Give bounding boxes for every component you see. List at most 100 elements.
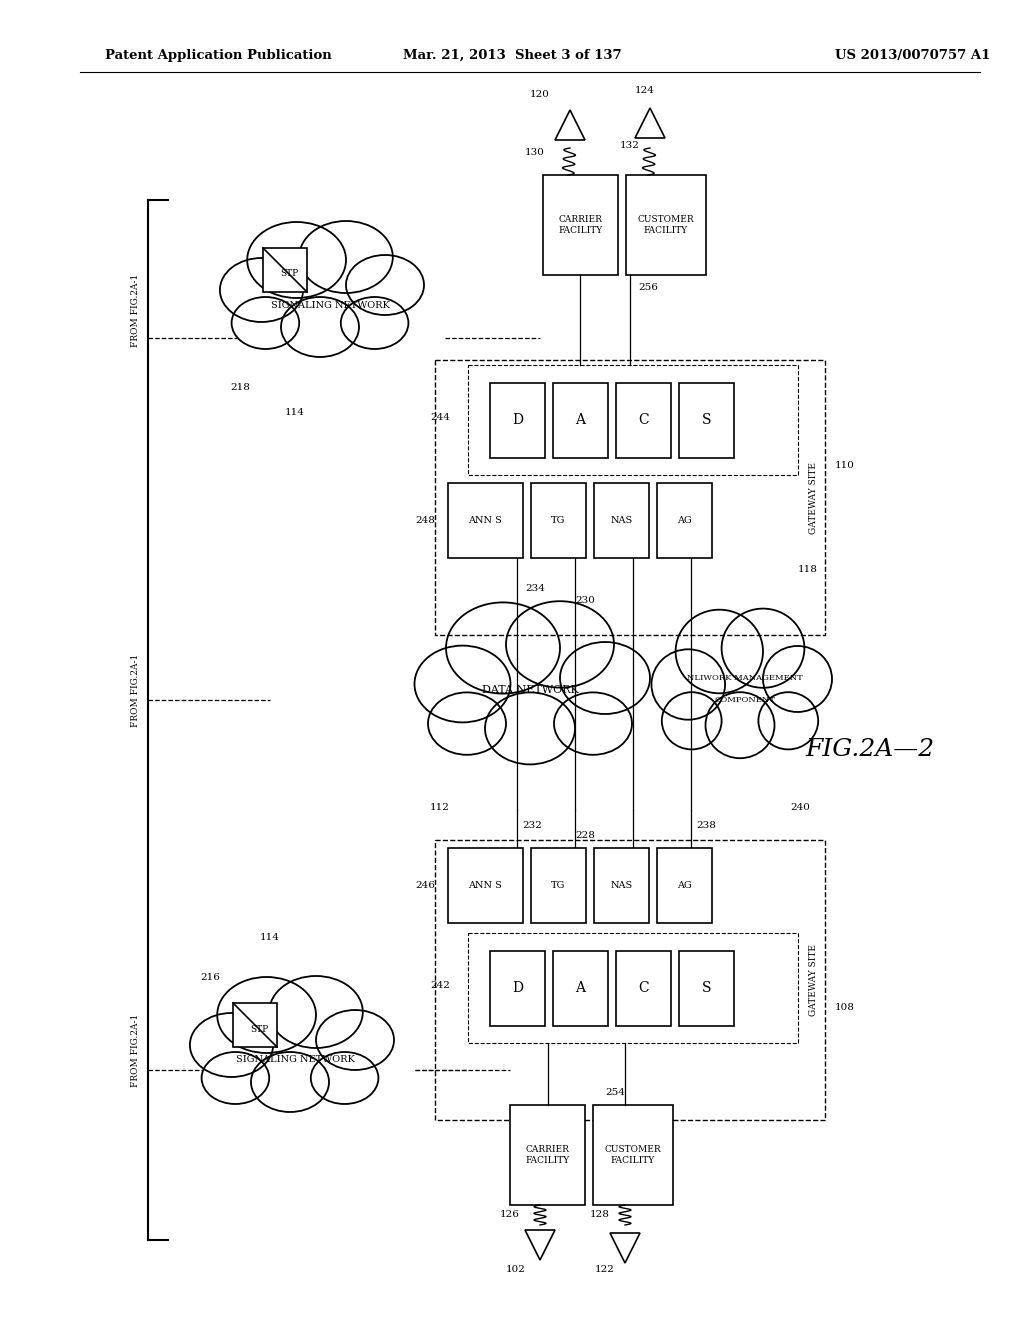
Text: 240: 240 <box>791 803 810 812</box>
Bar <box>657 483 712 558</box>
Text: 234: 234 <box>525 583 545 593</box>
Ellipse shape <box>446 602 560 693</box>
Text: ANN S: ANN S <box>469 880 503 890</box>
Text: CARRIER
FACILITY: CARRIER FACILITY <box>558 215 603 235</box>
Bar <box>468 933 798 1043</box>
Ellipse shape <box>485 693 575 764</box>
Text: 120: 120 <box>530 90 550 99</box>
Bar <box>490 950 545 1026</box>
Text: 254: 254 <box>605 1088 625 1097</box>
Bar <box>594 483 649 558</box>
Text: 114: 114 <box>260 933 280 942</box>
Text: 110: 110 <box>835 461 855 470</box>
Ellipse shape <box>554 693 632 755</box>
Ellipse shape <box>247 222 346 298</box>
Ellipse shape <box>220 257 303 322</box>
Text: 256: 256 <box>638 282 658 292</box>
Ellipse shape <box>299 220 393 293</box>
Text: STP: STP <box>250 1024 268 1034</box>
Ellipse shape <box>231 297 299 348</box>
Text: 130: 130 <box>525 148 545 157</box>
Text: SIGNALING NETWORK: SIGNALING NETWORK <box>270 301 389 309</box>
Text: Patent Application Publication: Patent Application Publication <box>105 49 332 62</box>
Text: 232: 232 <box>522 821 542 830</box>
Text: C: C <box>638 413 649 428</box>
Text: FROM FIG.2A-1: FROM FIG.2A-1 <box>130 653 139 726</box>
Ellipse shape <box>202 1052 269 1104</box>
Ellipse shape <box>706 692 774 758</box>
Bar <box>626 176 706 275</box>
Ellipse shape <box>560 642 650 714</box>
Text: A: A <box>575 413 586 428</box>
Ellipse shape <box>415 645 511 722</box>
Text: 118: 118 <box>798 565 818 574</box>
Text: 238: 238 <box>696 821 716 830</box>
Text: S: S <box>701 982 712 995</box>
Text: CARRIER
FACILITY: CARRIER FACILITY <box>525 1146 569 1164</box>
Bar <box>679 950 734 1026</box>
Ellipse shape <box>759 692 818 750</box>
Text: Mar. 21, 2013  Sheet 3 of 137: Mar. 21, 2013 Sheet 3 of 137 <box>402 49 622 62</box>
Text: 108: 108 <box>835 1003 855 1012</box>
Text: TG: TG <box>551 516 565 525</box>
Text: 122: 122 <box>595 1265 615 1274</box>
Bar <box>594 847 649 923</box>
Text: 228: 228 <box>575 832 595 840</box>
Text: 102: 102 <box>506 1265 526 1274</box>
Ellipse shape <box>506 601 614 688</box>
Text: 114: 114 <box>285 408 305 417</box>
Text: STP: STP <box>280 269 298 279</box>
Bar <box>531 847 586 923</box>
Text: AG: AG <box>677 880 692 890</box>
Bar <box>468 366 798 475</box>
Text: ANN S: ANN S <box>469 516 503 525</box>
Ellipse shape <box>722 609 805 688</box>
Bar <box>657 847 712 923</box>
Text: NAS: NAS <box>610 880 633 890</box>
Bar <box>435 840 825 1119</box>
Text: TG: TG <box>551 880 565 890</box>
Text: GATEWAY SITE: GATEWAY SITE <box>809 462 817 533</box>
Text: COMPONENT: COMPONENT <box>715 696 775 704</box>
Bar <box>553 950 608 1026</box>
Ellipse shape <box>676 610 763 693</box>
Text: D: D <box>512 982 523 995</box>
Ellipse shape <box>763 645 831 711</box>
Bar <box>531 483 586 558</box>
Text: C: C <box>638 982 649 995</box>
Text: NLIWORK MANAGEMENT: NLIWORK MANAGEMENT <box>687 675 803 682</box>
Text: 216: 216 <box>200 973 220 982</box>
Text: 124: 124 <box>635 86 655 95</box>
Text: FROM FIG.2A-1: FROM FIG.2A-1 <box>130 1014 139 1086</box>
Text: 132: 132 <box>621 141 640 150</box>
Text: FROM FIG.2A-1: FROM FIG.2A-1 <box>130 273 139 347</box>
Text: 246: 246 <box>415 880 435 890</box>
Bar <box>233 1003 278 1047</box>
Text: D: D <box>512 413 523 428</box>
Text: 218: 218 <box>230 383 250 392</box>
Text: CUSTOMER
FACILITY: CUSTOMER FACILITY <box>605 1146 662 1164</box>
Ellipse shape <box>251 1052 329 1111</box>
Ellipse shape <box>341 297 409 348</box>
Ellipse shape <box>651 649 725 719</box>
Bar <box>679 383 734 458</box>
Bar <box>435 360 825 635</box>
Ellipse shape <box>428 693 506 755</box>
Text: 128: 128 <box>590 1210 610 1218</box>
Bar <box>449 483 523 558</box>
Text: GATEWAY SITE: GATEWAY SITE <box>809 944 817 1016</box>
Ellipse shape <box>662 692 722 750</box>
Text: SIGNALING NETWORK: SIGNALING NETWORK <box>236 1056 354 1064</box>
Text: 242: 242 <box>430 981 450 990</box>
Bar <box>616 950 671 1026</box>
Ellipse shape <box>316 1010 394 1071</box>
Text: NAS: NAS <box>610 516 633 525</box>
Ellipse shape <box>311 1052 379 1104</box>
Text: 112: 112 <box>430 803 450 812</box>
Ellipse shape <box>217 977 316 1053</box>
Text: CUSTOMER
FACILITY: CUSTOMER FACILITY <box>638 215 694 235</box>
Text: FIG.2A—2: FIG.2A—2 <box>806 738 935 762</box>
Ellipse shape <box>281 297 359 356</box>
Bar <box>593 1105 673 1205</box>
Bar <box>553 383 608 458</box>
